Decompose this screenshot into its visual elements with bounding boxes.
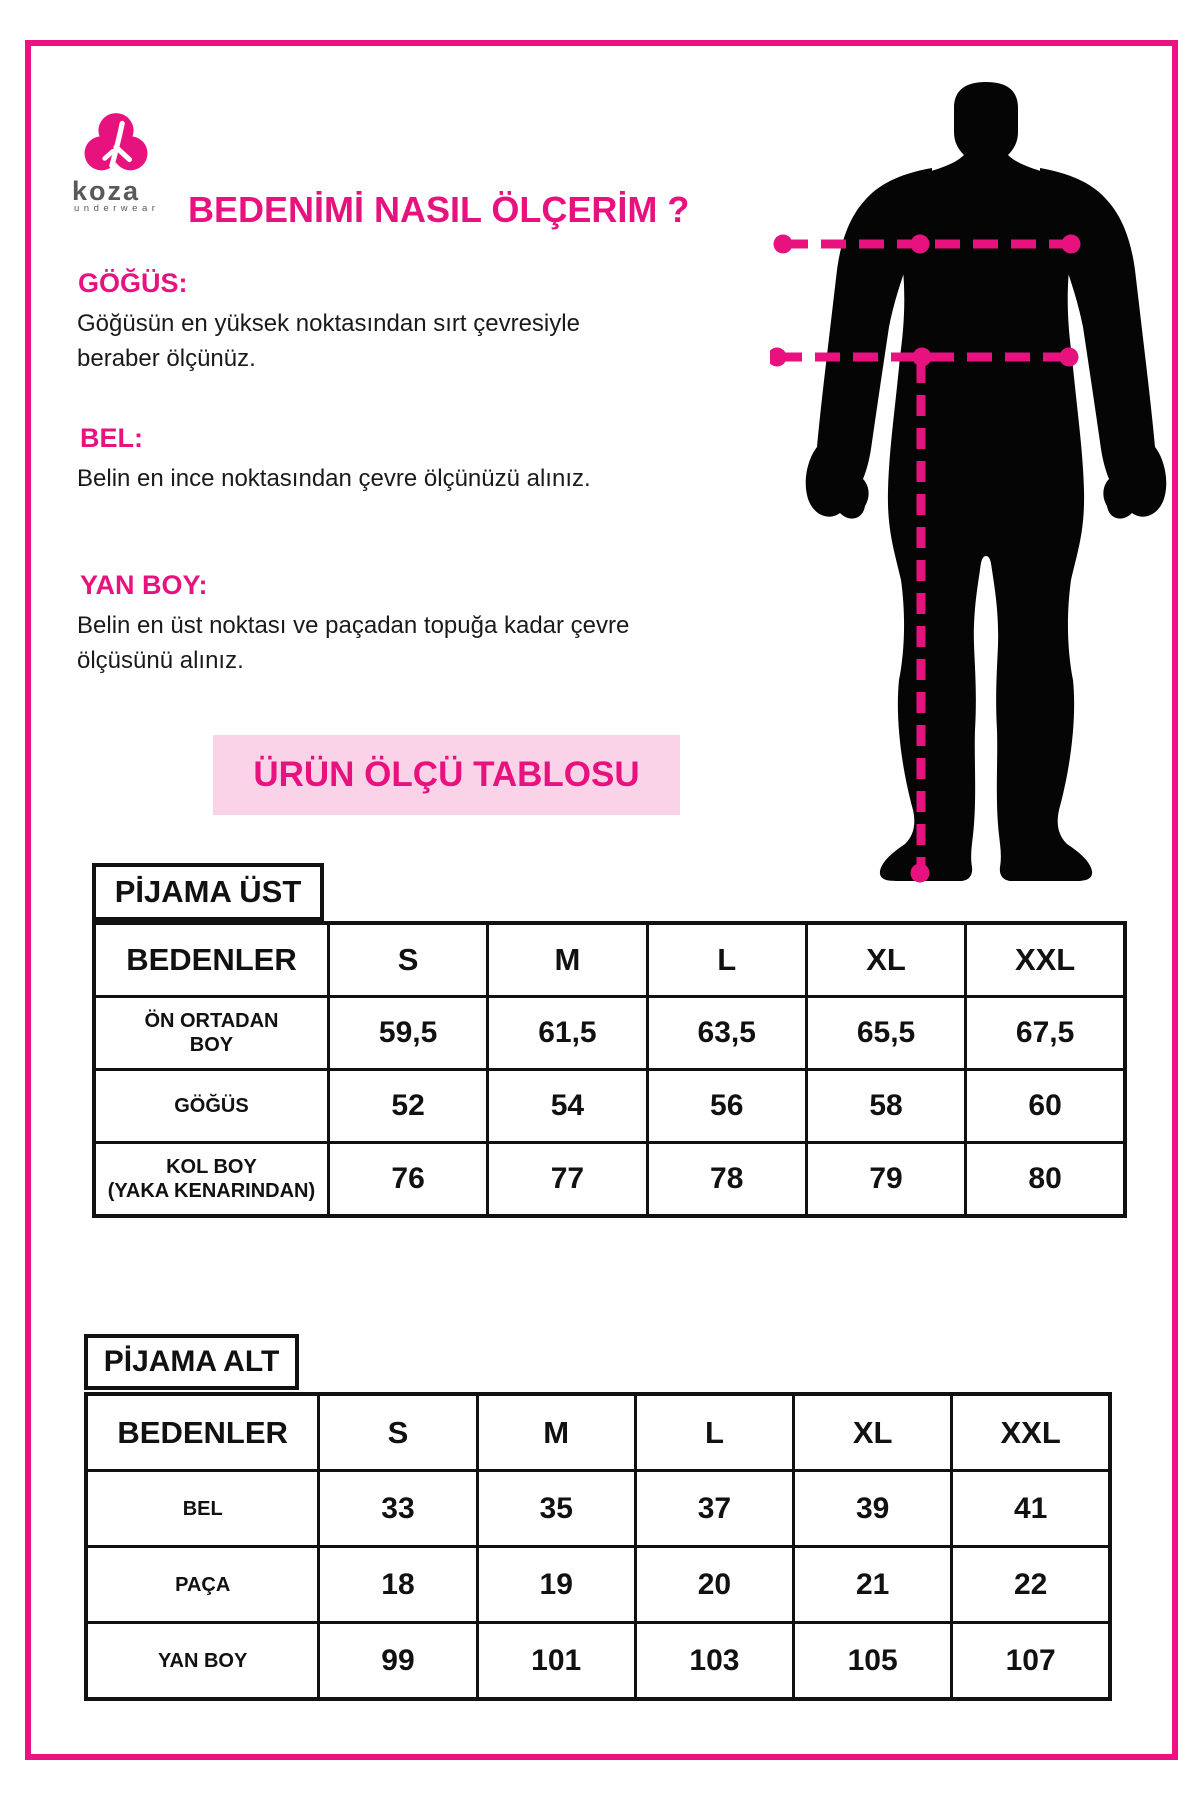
size-value-cell: 65,5 <box>804 995 968 1071</box>
sizes-header-cell: BEDENLER <box>84 1392 321 1472</box>
size-value-cell: 39 <box>792 1469 954 1548</box>
section-body-bel: Belin en ince noktasından çevre ölçünüzü… <box>77 465 591 492</box>
size-column-header: S <box>326 921 490 998</box>
size-value-cell: 52 <box>326 1068 490 1144</box>
size-value-cell: 79 <box>804 1141 968 1218</box>
measurement-dot <box>770 347 787 367</box>
size-value-cell: 77 <box>486 1141 649 1218</box>
size-value-cell: 37 <box>633 1469 796 1548</box>
size-value-cell: 19 <box>475 1545 637 1624</box>
size-value-cell: 76 <box>326 1141 490 1218</box>
section-body-yanboy: Belin en üst noktası ve paçadan topuğa k… <box>77 612 630 674</box>
brand-subtitle: underwear <box>74 203 160 214</box>
measurement-dot <box>910 234 930 254</box>
measurement-row-label: GÖĞÜS <box>92 1068 330 1144</box>
size-column-header: L <box>633 1392 796 1472</box>
size-value-cell: 22 <box>950 1545 1112 1624</box>
section-heading-yanboy: YAN BOY: <box>80 570 208 600</box>
size-table-banner: ÜRÜN ÖLÇÜ TABLOSU <box>213 735 680 815</box>
pijama-alt-table: BEDENLER S M L XL XXL BEL 33 35 37 39 41 PAÇA 18 19 20 2… <box>84 1392 1112 1701</box>
size-column-header: XL <box>792 1392 954 1472</box>
size-value-cell: 20 <box>633 1545 796 1624</box>
size-value-cell: 35 <box>475 1469 637 1548</box>
size-value-cell: 58 <box>804 1068 968 1144</box>
sizes-header-cell: BEDENLER <box>92 921 330 998</box>
brand-wordmark: koza <box>72 176 141 206</box>
measurement-dot <box>910 863 930 883</box>
pijama-alt-label: PİJAMA ALT <box>84 1334 299 1390</box>
right-arm-silhouette <box>1040 168 1167 519</box>
size-value-cell: 60 <box>964 1068 1127 1144</box>
pijama-ust-table: BEDENLER S M L XL XXL ÖN ORTADAN BOY 59,5 61,5 63,… <box>92 921 1127 1218</box>
size-column-header: S <box>317 1392 479 1472</box>
size-value-cell: 63,5 <box>645 995 808 1071</box>
size-column-header: L <box>645 921 808 998</box>
section-heading-gogus: GÖĞÜS: <box>78 268 188 298</box>
size-value-cell: 67,5 <box>964 995 1127 1071</box>
size-value-cell: 33 <box>317 1469 479 1548</box>
measurement-row-label: ÖN ORTADAN BOY <box>92 995 330 1071</box>
left-arm-silhouette <box>805 168 932 519</box>
size-column-header: M <box>486 921 649 998</box>
size-column-header: XL <box>804 921 968 998</box>
size-value-cell: 78 <box>645 1141 808 1218</box>
section-heading-bel: BEL: <box>80 423 143 453</box>
size-value-cell: 101 <box>475 1621 637 1701</box>
koza-trefoil-icon <box>84 113 148 171</box>
size-value-cell: 80 <box>964 1141 1127 1218</box>
measurement-dot <box>1059 347 1079 367</box>
size-value-cell: 56 <box>645 1068 808 1144</box>
section-body-gogus: Göğüsün en yüksek noktasından sırt çevre… <box>77 310 580 372</box>
size-value-cell: 59,5 <box>326 995 490 1071</box>
measurement-row-label: YAN BOY <box>84 1621 321 1701</box>
size-value-cell: 41 <box>950 1469 1112 1548</box>
measurement-row-label: KOL BOY (YAKA KENARINDAN) <box>92 1141 330 1218</box>
measurement-row-label: BEL <box>84 1469 321 1548</box>
size-column-header: M <box>475 1392 637 1472</box>
page-border-frame <box>25 40 1178 1760</box>
size-value-cell: 61,5 <box>486 995 649 1071</box>
size-value-cell: 21 <box>792 1545 954 1624</box>
size-column-header: XXL <box>950 1392 1112 1472</box>
measurement-dot <box>912 347 932 367</box>
size-column-header: XXL <box>964 921 1127 998</box>
body-silhouette <box>862 82 1110 881</box>
pijama-ust-label: PİJAMA ÜST <box>92 863 324 921</box>
measurement-dot <box>1061 234 1081 254</box>
size-value-cell: 18 <box>317 1545 479 1624</box>
measurement-dot <box>773 234 793 254</box>
size-value-cell: 103 <box>633 1621 796 1701</box>
size-value-cell: 107 <box>950 1621 1112 1701</box>
size-value-cell: 54 <box>486 1068 649 1144</box>
size-value-cell: 105 <box>792 1621 954 1701</box>
page-title: BEDENİMİ NASIL ÖLÇERİM ? <box>188 189 690 230</box>
measurement-row-label: PAÇA <box>84 1545 321 1624</box>
size-value-cell: 99 <box>317 1621 479 1701</box>
body-silhouette-figure <box>770 82 1167 883</box>
